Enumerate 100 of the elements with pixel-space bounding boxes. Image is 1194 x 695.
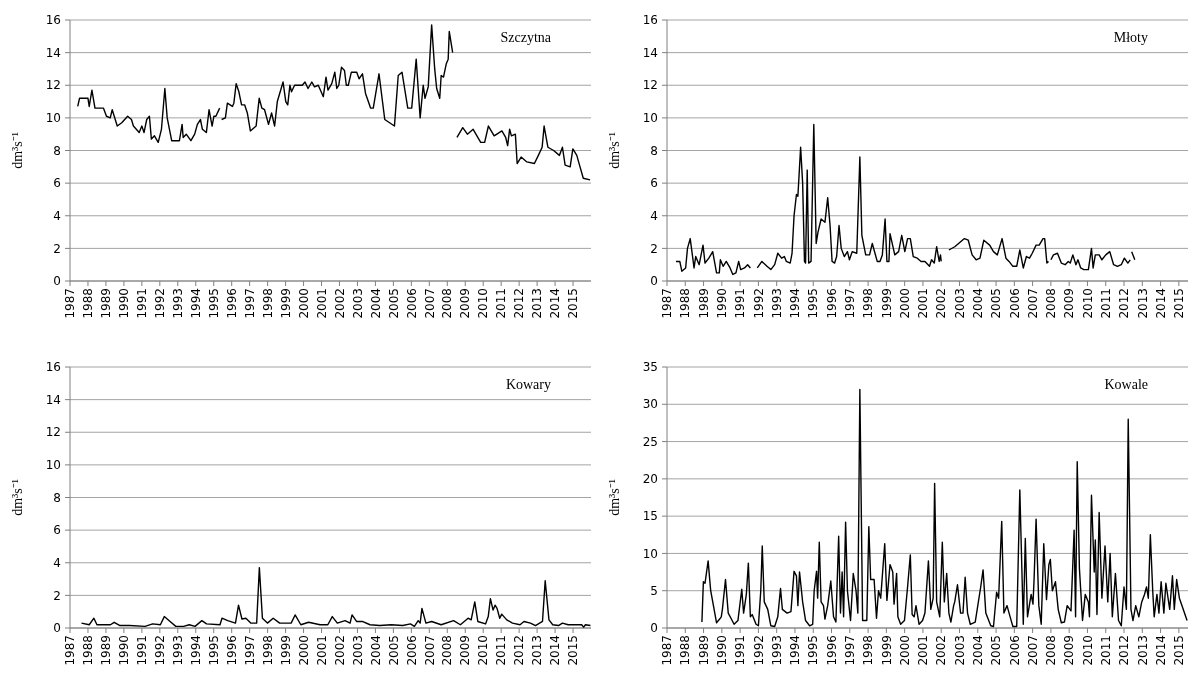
x-tick-label: 1999 bbox=[879, 635, 894, 666]
x-tick-label: 1997 bbox=[242, 288, 257, 319]
x-tick-label: 1987 bbox=[660, 288, 675, 319]
x-tick-label: 1997 bbox=[242, 635, 257, 666]
x-tick-label: 1991 bbox=[135, 288, 150, 319]
x-tick-label: 2005 bbox=[989, 288, 1004, 319]
x-tick-label: 2014 bbox=[1153, 635, 1168, 666]
x-tick-label: 1990 bbox=[117, 635, 132, 666]
x-tick-label: 2013 bbox=[1135, 635, 1150, 666]
y-tick-label: 10 bbox=[642, 546, 658, 561]
x-tick-label: 1987 bbox=[63, 635, 78, 666]
x-tick-label: 2006 bbox=[404, 635, 419, 666]
x-tick-label: 1995 bbox=[206, 288, 221, 319]
x-tick-label: 2005 bbox=[386, 288, 401, 319]
x-tick-label: 1988 bbox=[81, 288, 96, 319]
x-tick-label: 2009 bbox=[1062, 288, 1077, 319]
y-tick-label: 0 bbox=[650, 274, 658, 289]
x-tick-label: 2004 bbox=[368, 635, 383, 666]
x-tick-label: 1989 bbox=[696, 288, 711, 319]
y-tick-label: 12 bbox=[642, 78, 658, 93]
x-tick-label: 2003 bbox=[952, 288, 967, 319]
y-tick-label: 0 bbox=[53, 621, 61, 636]
x-tick-label: 2006 bbox=[1007, 288, 1022, 319]
x-tick-label: 2011 bbox=[1098, 288, 1113, 319]
x-tick-label: 2009 bbox=[458, 635, 473, 666]
x-tick-label: 2000 bbox=[296, 288, 311, 319]
x-tick-label: 1987 bbox=[660, 635, 675, 666]
x-tick-label: 2010 bbox=[476, 635, 491, 666]
x-tick-label: 1989 bbox=[696, 635, 711, 666]
x-tick-label: 2001 bbox=[314, 288, 329, 319]
x-tick-label: 1988 bbox=[678, 288, 693, 319]
y-tick-label: 6 bbox=[650, 176, 658, 191]
y-tick-label: 20 bbox=[642, 472, 658, 487]
x-tick-label: 2008 bbox=[440, 635, 455, 666]
x-tick-label: 2015 bbox=[566, 288, 581, 319]
x-tick-label: 1989 bbox=[99, 288, 114, 319]
x-tick-label: 1990 bbox=[715, 288, 730, 319]
x-tick-label: 2013 bbox=[530, 288, 545, 319]
x-tick-label: 1994 bbox=[188, 288, 203, 319]
x-tick-label: 1999 bbox=[278, 288, 293, 319]
y-tick-label: 14 bbox=[45, 45, 61, 60]
x-tick-label: 2001 bbox=[314, 635, 329, 666]
y-tick-label: 8 bbox=[650, 143, 658, 158]
y-tick-label: 2 bbox=[53, 241, 61, 256]
y-tick-label: 0 bbox=[650, 621, 658, 636]
x-tick-label: 1996 bbox=[824, 635, 839, 666]
y-tick-label: 6 bbox=[53, 176, 61, 191]
x-tick-label: 1996 bbox=[224, 288, 239, 319]
x-tick-label: 1997 bbox=[843, 288, 858, 319]
x-tick-label: 2014 bbox=[548, 288, 563, 319]
x-tick-label: 1992 bbox=[153, 288, 168, 319]
x-tick-label: 1997 bbox=[843, 635, 858, 666]
x-tick-label: 2007 bbox=[422, 288, 437, 319]
x-tick-label: 1995 bbox=[206, 635, 221, 666]
x-tick-label: 2012 bbox=[512, 288, 527, 319]
x-tick-label: 1996 bbox=[224, 635, 239, 666]
x-tick-label: 2012 bbox=[1117, 635, 1132, 666]
x-tick-label: 1993 bbox=[170, 288, 185, 319]
x-tick-label: 2001 bbox=[916, 288, 931, 319]
y-tick-label: 14 bbox=[642, 45, 658, 60]
x-tick-label: 1992 bbox=[751, 635, 766, 666]
y-tick-label: 0 bbox=[53, 274, 61, 289]
x-tick-label: 2010 bbox=[1080, 288, 1095, 319]
x-tick-label: 2000 bbox=[296, 635, 311, 666]
text: Młoty bbox=[1113, 30, 1148, 45]
y-tick-label: 2 bbox=[650, 241, 658, 256]
y-tick-label: 35 bbox=[642, 360, 658, 375]
x-tick-label: 2005 bbox=[989, 635, 1004, 666]
x-tick-label: 1991 bbox=[733, 635, 748, 666]
x-tick-label: 2015 bbox=[1172, 288, 1187, 319]
x-tick-label: 2000 bbox=[897, 635, 912, 666]
y-axis-title: dm³s⁻¹ bbox=[607, 132, 622, 169]
x-tick-label: 2012 bbox=[512, 635, 527, 666]
y-tick-label: 4 bbox=[53, 208, 61, 223]
x-tick-label: 2015 bbox=[566, 635, 581, 666]
x-tick-label: 2013 bbox=[1135, 288, 1150, 319]
x-tick-label: 1992 bbox=[751, 288, 766, 319]
y-tick-label: 8 bbox=[53, 143, 61, 158]
y-tick-label: 12 bbox=[45, 425, 61, 440]
y-tick-label: 25 bbox=[642, 434, 658, 449]
x-tick-label: 2000 bbox=[897, 288, 912, 319]
x-tick-label: 2001 bbox=[916, 635, 931, 666]
y-tick-label: 14 bbox=[45, 392, 61, 407]
x-tick-label: 1988 bbox=[678, 635, 693, 666]
text: Szczytna bbox=[500, 30, 552, 45]
y-axis-title: dm³s⁻¹ bbox=[607, 479, 622, 516]
x-tick-label: 1996 bbox=[824, 288, 839, 319]
x-tick-label: 2009 bbox=[458, 288, 473, 319]
y-tick-label: 6 bbox=[53, 523, 61, 538]
x-tick-label: 2009 bbox=[1062, 635, 1077, 666]
x-tick-label: 1993 bbox=[769, 288, 784, 319]
x-tick-label: 1999 bbox=[278, 635, 293, 666]
x-tick-label: 2011 bbox=[494, 288, 509, 319]
x-tick-label: 2010 bbox=[476, 288, 491, 319]
y-tick-label: 10 bbox=[642, 111, 658, 126]
y-tick-label: 30 bbox=[642, 397, 658, 412]
y-tick-label: 16 bbox=[45, 13, 61, 28]
x-tick-label: 2005 bbox=[386, 635, 401, 666]
x-tick-label: 1993 bbox=[170, 635, 185, 666]
x-tick-label: 1998 bbox=[861, 288, 876, 319]
